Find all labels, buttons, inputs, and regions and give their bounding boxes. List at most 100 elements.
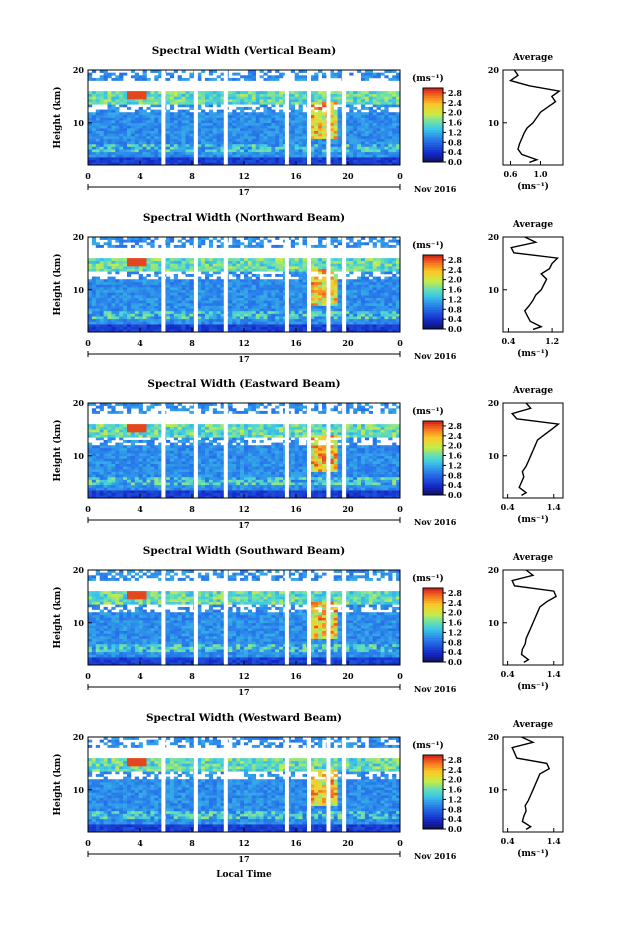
heatmap-cell — [232, 141, 236, 144]
heatmap-cell — [96, 154, 100, 157]
heatmap-cell — [260, 160, 264, 163]
heatmap-cell — [88, 258, 92, 261]
colorbar-segment — [423, 123, 443, 126]
heatmap-cell — [373, 157, 377, 160]
heatmap-cell — [264, 144, 268, 147]
heatmap-cell — [252, 306, 256, 309]
heatmap-cell — [248, 125, 252, 128]
heatmap-cell — [381, 261, 385, 264]
heatmap-cell — [186, 120, 190, 123]
heatmap-cell — [377, 292, 381, 295]
heatmap-cell — [377, 115, 381, 118]
heatmap-cell — [303, 295, 307, 298]
heatmap-cell — [240, 285, 244, 288]
heatmap-cell — [381, 99, 385, 102]
heatmap-cell — [338, 125, 342, 128]
heatmap-cell — [260, 306, 264, 309]
heatmap-cell — [240, 152, 244, 155]
heatmap-cell — [334, 245, 338, 248]
heatmap-cell — [334, 136, 338, 139]
heatmap-cell — [143, 139, 147, 142]
heatmap-cell — [322, 96, 326, 99]
heatmap-cell — [392, 240, 396, 243]
heatmap-cell — [88, 73, 92, 76]
heatmap-cell — [139, 110, 143, 113]
heatmap-cell — [166, 73, 170, 76]
y-axis-label: Height (km) — [52, 253, 63, 315]
heatmap-cell — [334, 285, 338, 288]
heatmap-cell — [361, 282, 365, 285]
heatmap-cell — [248, 292, 252, 295]
heatmap-cell — [108, 266, 112, 269]
heatmap-cell — [92, 115, 96, 118]
heatmap-cell — [299, 493, 303, 496]
heatmap-cell — [135, 258, 139, 261]
heatmap-cell — [96, 319, 100, 322]
heatmap-cell — [256, 96, 260, 99]
heatmap-cell — [260, 327, 264, 330]
heatmap-cell — [170, 157, 174, 160]
heatmap-cell — [88, 136, 92, 139]
heatmap-cell — [240, 128, 244, 131]
heatmap-cell — [240, 282, 244, 285]
heatmap-cell — [104, 300, 108, 303]
heatmap-cell — [228, 300, 232, 303]
heatmap-cell — [170, 316, 174, 319]
heatmap-cell — [236, 324, 240, 327]
heatmap-cell — [143, 298, 147, 301]
heatmap-cell — [139, 285, 143, 288]
heatmap-cell — [248, 311, 252, 314]
heatmap-cell — [361, 271, 365, 274]
heatmap-cell — [248, 123, 252, 126]
heatmap-cell — [322, 300, 326, 303]
heatmap-cell — [189, 96, 193, 99]
heatmap-cell — [353, 147, 357, 150]
heatmap-cell — [232, 274, 236, 277]
heatmap-cell — [209, 242, 213, 245]
heatmap-cell — [186, 258, 190, 261]
heatmap-cell — [334, 306, 338, 309]
heatmap-cell — [166, 306, 170, 309]
heatmap-cell — [322, 73, 326, 76]
heatmap-cell — [143, 306, 147, 309]
heatmap-cell — [244, 279, 248, 282]
heatmap-cell — [111, 493, 115, 496]
heatmap-cell — [392, 321, 396, 324]
heatmap-cell — [236, 136, 240, 139]
heatmap-cell — [166, 290, 170, 293]
heatmap-cell — [217, 157, 221, 160]
heatmap-cell — [147, 133, 151, 136]
heatmap-cell — [299, 295, 303, 298]
heatmap-cell — [388, 131, 392, 134]
heatmap-cell — [275, 128, 279, 131]
heatmap-cell — [186, 141, 190, 144]
heatmap-cell — [279, 112, 283, 115]
heatmap-cell — [240, 306, 244, 309]
heatmap-cell — [166, 242, 170, 245]
heatmap-cell — [189, 118, 193, 121]
heatmap-cell — [318, 282, 322, 285]
heatmap-cell — [131, 99, 135, 102]
heatmap-cell — [92, 277, 96, 280]
heatmap-cell — [123, 96, 127, 99]
heatmap-cell — [314, 303, 318, 306]
heatmap-cell — [392, 91, 396, 94]
heatmap-cell — [143, 120, 147, 123]
heatmap-cell — [217, 128, 221, 131]
heatmap-cell — [135, 242, 139, 245]
heatmap-cell — [299, 131, 303, 134]
heatmap-cell — [381, 266, 385, 269]
heatmap-cell — [384, 144, 388, 147]
colorbar-segment — [423, 125, 443, 128]
heatmap-cell — [127, 99, 131, 102]
heatmap-cell — [108, 263, 112, 266]
heatmap-cell — [228, 319, 232, 322]
heatmap-cell — [147, 493, 151, 496]
heatmap-cell — [119, 258, 123, 261]
colorbar-segment — [423, 299, 443, 302]
heatmap-cell — [150, 490, 154, 493]
heatmap-cell — [182, 102, 186, 105]
heatmap-cell — [111, 118, 115, 121]
heatmap-cell — [178, 139, 182, 142]
heatmap-cell — [334, 112, 338, 115]
